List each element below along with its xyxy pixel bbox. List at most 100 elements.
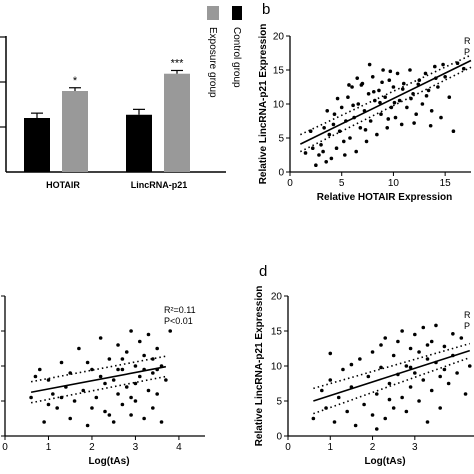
data-point bbox=[341, 367, 345, 372]
data-point bbox=[425, 343, 430, 347]
data-point bbox=[386, 117, 391, 121]
data-point bbox=[349, 362, 354, 367]
data-point bbox=[345, 409, 349, 414]
data-point bbox=[319, 143, 323, 147]
y-tick-label: 15 bbox=[271, 327, 283, 338]
regression-line bbox=[313, 349, 471, 402]
data-point bbox=[429, 339, 434, 344]
data-point bbox=[400, 87, 405, 91]
data-point bbox=[461, 66, 466, 71]
confidence-band-line bbox=[313, 342, 470, 390]
x-tick-label: 5 bbox=[339, 178, 345, 189]
data-point bbox=[348, 136, 352, 140]
data-point bbox=[420, 102, 425, 106]
data-point bbox=[103, 381, 107, 386]
data-point bbox=[417, 350, 421, 354]
data-point bbox=[425, 420, 430, 424]
panel-d-scatter: d 0 1 2 3 0 5 10 15 20 Log(tAs) Relative LincRNA-p… bbox=[254, 263, 474, 467]
significance-marker: * bbox=[73, 75, 78, 87]
data-point bbox=[358, 357, 362, 361]
data-point bbox=[429, 109, 434, 113]
data-point bbox=[133, 381, 138, 386]
data-point bbox=[151, 406, 155, 410]
data-point bbox=[397, 98, 402, 103]
data-point bbox=[374, 427, 379, 431]
x-tick-label: 15 bbox=[440, 178, 452, 189]
data-point bbox=[393, 115, 398, 120]
data-point bbox=[371, 89, 376, 94]
data-point bbox=[370, 75, 375, 79]
data-point bbox=[59, 360, 64, 365]
data-point bbox=[413, 371, 417, 375]
x-tick-label: 0 bbox=[287, 178, 293, 189]
data-point bbox=[404, 409, 409, 414]
data-point bbox=[107, 413, 112, 417]
y-tick-label: 10 bbox=[273, 100, 285, 111]
bar bbox=[62, 91, 88, 172]
data-point bbox=[351, 103, 355, 108]
data-point bbox=[37, 367, 42, 372]
x-axis-label: Log(tAs) bbox=[364, 456, 405, 467]
data-point bbox=[331, 122, 336, 127]
data-point bbox=[146, 332, 151, 337]
data-point bbox=[375, 132, 379, 137]
x-tick-label: 4 bbox=[176, 442, 182, 453]
data-point bbox=[129, 395, 133, 400]
stat-annotation: P bbox=[464, 47, 470, 57]
data-point bbox=[389, 105, 394, 110]
data-point bbox=[310, 146, 315, 150]
data-point bbox=[429, 388, 434, 393]
regression-line bbox=[299, 59, 472, 145]
data-point bbox=[336, 395, 341, 400]
data-point bbox=[325, 109, 330, 113]
data-point bbox=[387, 397, 392, 402]
data-point bbox=[417, 399, 421, 403]
data-point bbox=[155, 346, 159, 351]
data-point bbox=[347, 83, 351, 87]
data-point bbox=[328, 351, 333, 356]
data-point bbox=[124, 350, 129, 354]
data-point bbox=[438, 406, 442, 410]
data-point bbox=[387, 381, 392, 386]
data-point bbox=[368, 119, 373, 123]
data-point bbox=[412, 121, 416, 125]
data-point bbox=[98, 336, 103, 340]
legend-label-exposure: Exposure group bbox=[207, 27, 218, 98]
data-point bbox=[146, 388, 151, 393]
data-point bbox=[51, 392, 55, 396]
bar bbox=[24, 118, 50, 172]
data-point bbox=[29, 395, 33, 400]
data-point bbox=[343, 153, 347, 157]
confidence-band-line bbox=[313, 356, 471, 415]
confidence-band-line bbox=[30, 355, 167, 383]
data-point bbox=[392, 100, 397, 105]
data-point bbox=[362, 402, 366, 407]
x-tick-label: 10 bbox=[388, 178, 400, 189]
panel-a-category-label: LincRNA-p21 bbox=[131, 180, 188, 190]
data-point bbox=[379, 343, 383, 347]
data-point bbox=[467, 364, 472, 368]
data-point bbox=[447, 95, 452, 99]
x-tick-label: 1 bbox=[327, 442, 333, 453]
data-point bbox=[354, 149, 358, 154]
panel-b-label: b bbox=[262, 1, 270, 18]
legend-swatch-exposure bbox=[207, 6, 219, 20]
data-point bbox=[356, 102, 361, 106]
legend-swatch-control bbox=[232, 6, 242, 20]
data-point bbox=[317, 153, 321, 157]
data-point bbox=[391, 406, 396, 410]
data-point bbox=[353, 423, 358, 428]
data-point bbox=[322, 126, 326, 130]
data-point bbox=[346, 95, 350, 99]
data-point bbox=[335, 96, 340, 101]
data-point bbox=[350, 85, 354, 89]
data-point bbox=[380, 80, 384, 85]
data-point bbox=[426, 88, 431, 93]
y-tick-label: 5 bbox=[278, 134, 284, 145]
data-point bbox=[379, 112, 383, 116]
data-point bbox=[459, 336, 464, 340]
data-point bbox=[164, 378, 168, 382]
stat-annotation: P bbox=[464, 321, 470, 331]
data-point bbox=[408, 68, 412, 72]
